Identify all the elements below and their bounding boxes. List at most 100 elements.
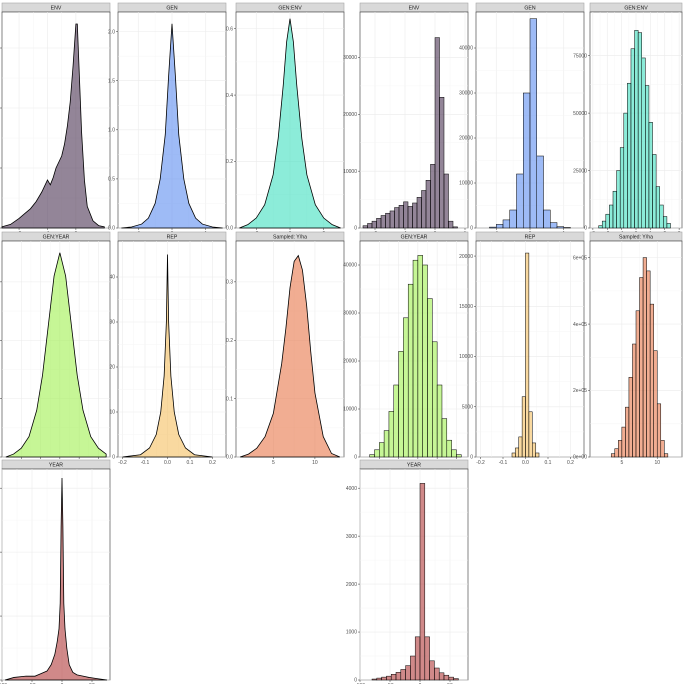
facet-title: GEN — [524, 5, 535, 11]
histogram-bar — [642, 257, 647, 458]
histogram-bar — [394, 207, 400, 229]
y-tick-label: 2000 — [346, 582, 357, 588]
histogram-bar — [452, 226, 458, 229]
histogram-bar — [515, 447, 519, 458]
x-tick-label: 0.0 — [522, 460, 529, 466]
x-tick-label: 0.1 — [545, 460, 552, 466]
y-tick-label: 1.5 — [108, 78, 115, 84]
histogram-bar — [610, 453, 616, 458]
y-tick-label: 3000 — [346, 534, 357, 540]
histogram-bar — [659, 204, 664, 229]
y-tick-label: 0.2 — [226, 338, 233, 344]
y-tick-label: 1.0 — [108, 128, 115, 134]
y-tick-label: 75000 — [573, 53, 587, 59]
chart-panel: GEN:YEAR-2-1012010000200003000040000 — [343, 231, 469, 466]
x-tick-label: 10 — [654, 460, 660, 466]
histogram-bar — [425, 180, 431, 229]
y-tick-label: 0 — [112, 455, 115, 461]
y-tick-label: 50000 — [573, 111, 587, 117]
y-tick-label: 30000 — [459, 91, 473, 97]
histogram-bar — [398, 351, 404, 458]
histogram-bar — [374, 449, 380, 458]
facet-title: GEN:YEAR — [43, 234, 70, 240]
y-tick-label: 10000 — [459, 181, 473, 187]
chart-panel: GEN:ENV-3-2-101230250005000075000 — [573, 2, 683, 237]
y-tick-label: 5000 — [462, 404, 473, 410]
histogram-bar — [395, 672, 402, 681]
histogram-bar — [385, 212, 391, 229]
histogram-bar — [436, 384, 443, 458]
histogram-bar — [430, 164, 436, 229]
plot-area — [359, 468, 469, 681]
histogram-bar — [456, 454, 462, 458]
histogram-bar — [556, 226, 564, 229]
histogram-bar — [653, 350, 658, 458]
y-tick-label: 6e+05 — [573, 255, 587, 261]
histogram-bar — [407, 206, 413, 229]
density-area — [240, 254, 341, 458]
histogram-bar — [618, 440, 623, 458]
chart-panel: ENV-2-100.00.51.01.5 — [0, 2, 111, 237]
facet-title: GEN — [166, 5, 177, 11]
chart-panel: REP -0.2 -0.1 0.0 0.1 0.2 0 5000 10000 15000 20000 — [459, 231, 585, 466]
y-tick-label: 4e+05 — [573, 322, 587, 328]
histogram-bar — [598, 225, 603, 229]
y-tick-label: 10000 — [459, 354, 473, 360]
histogram-bar — [521, 396, 526, 458]
histogram-bar — [605, 213, 610, 229]
y-tick-label: 0 — [354, 678, 357, 684]
histogram-bar — [656, 403, 662, 458]
histogram-bar — [369, 454, 375, 458]
facet-title: ENV — [51, 5, 62, 11]
histogram-bar — [509, 209, 517, 229]
histogram-bar — [412, 202, 418, 229]
y-tick-label: 20 — [109, 365, 115, 371]
histogram-bar — [641, 57, 646, 229]
histogram-bar — [628, 376, 633, 458]
histogram-bar — [388, 411, 394, 458]
x-tick-label: 10 — [312, 460, 318, 466]
histogram-bar — [453, 678, 459, 681]
density-area — [239, 18, 341, 229]
histogram-bar — [412, 259, 419, 458]
x-tick-label: -0.1 — [141, 460, 150, 466]
histogram-bar — [645, 85, 650, 229]
histogram-bar — [371, 220, 377, 229]
x-tick-label: 5 — [272, 460, 275, 466]
histogram-bar — [646, 270, 651, 458]
x-tick-label: 0.1 — [187, 460, 194, 466]
histogram-bar — [627, 82, 632, 229]
histogram-bar — [400, 669, 406, 681]
chart-panel: Sampled: Y/ha 5 10 0.0 0.1 0.2 0.3 — [226, 231, 345, 466]
y-tick-label: 2e+05 — [573, 388, 587, 394]
histogram-bar — [417, 255, 423, 458]
histogram-bar — [649, 303, 654, 458]
histogram-bar — [410, 655, 416, 681]
histogram-bar — [403, 201, 409, 229]
y-tick-label: 0 — [354, 455, 357, 461]
histogram-bar — [543, 209, 551, 229]
y-tick-label: 20000 — [343, 112, 357, 118]
density-area — [121, 23, 223, 229]
gridlines — [1, 469, 110, 681]
histogram-bar — [389, 210, 395, 229]
facet-title: REP — [167, 234, 178, 240]
histogram-bar — [655, 186, 660, 229]
histogram-bar — [614, 448, 619, 458]
histogram-bar — [616, 170, 621, 229]
chart-panel: REP -0.2 -0.1 0.0 0.1 0.2 0 10 20 30 40 — [109, 231, 227, 466]
x-tick-label: -0.2 — [118, 460, 127, 466]
y-tick-label: 0 — [470, 455, 473, 461]
histogram-bar — [421, 190, 427, 229]
facet-title: ENV — [409, 5, 420, 11]
y-tick-label: 0.4 — [226, 93, 233, 99]
histogram-bar — [403, 317, 409, 458]
histogram-bar — [523, 92, 531, 229]
y-tick-label: 0.0 — [226, 226, 233, 232]
x-tick-label: 5 — [620, 460, 623, 466]
histogram-bar — [434, 37, 440, 229]
histogram-bar — [652, 154, 657, 229]
histogram-bar — [398, 205, 404, 229]
x-tick-label: 0.0 — [164, 460, 171, 466]
histogram-bar — [529, 18, 537, 229]
